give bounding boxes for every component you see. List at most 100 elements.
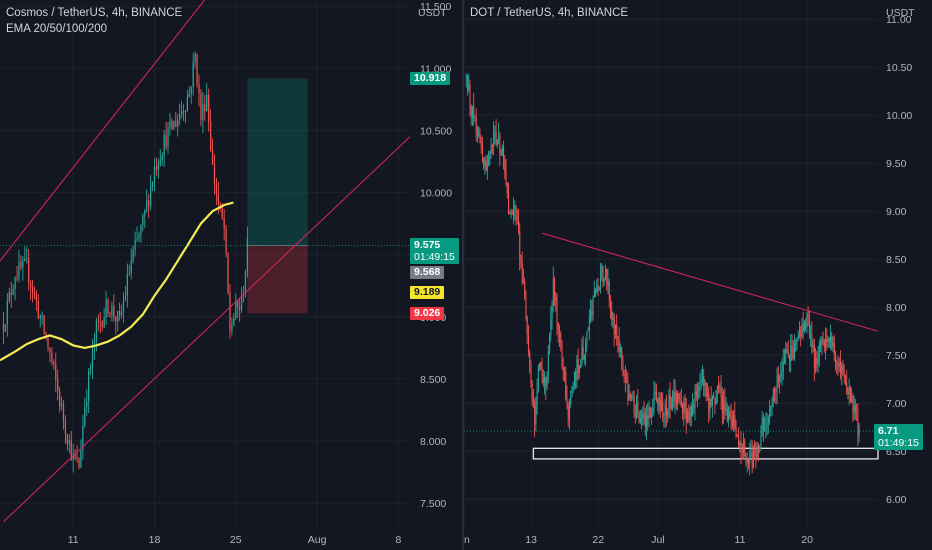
candle-body [802,323,804,331]
candle-body [725,408,727,410]
candle-body [575,371,577,381]
candle [475,108,477,142]
candle [705,381,707,402]
candle-body [60,403,63,407]
candle [8,287,10,304]
candle [494,125,496,145]
candle-body [477,133,479,136]
candle-body [109,313,111,315]
candle-body [649,407,651,418]
panel-divider[interactable] [462,0,464,550]
candle [190,86,192,104]
candle [827,335,829,348]
chart-symbol-title[interactable]: DOT / TetherUS, 4h, BINANCE [470,7,629,19]
candle-body [565,372,567,399]
channel-lower-line [3,136,411,523]
candle [111,301,113,322]
candle-body [784,355,786,362]
candle [82,415,84,460]
candle [26,246,28,264]
stop-loss-zone [247,245,308,314]
candle [637,389,639,418]
y-tick-label: 7.00 [886,398,907,410]
candle [84,397,86,428]
candle-body [561,342,563,368]
candle-body [684,402,686,408]
candle-body [731,418,733,427]
candle [126,263,129,308]
candle [593,280,595,298]
candle [581,338,583,368]
candle-body [761,418,763,435]
candle [105,291,107,325]
y-tick-label: 8.50 [886,254,907,266]
candle [41,311,43,325]
candle-body [627,383,629,401]
candle-body [803,322,805,331]
candle [480,135,482,154]
candle-body [647,415,649,418]
atom-chart-panel[interactable]: 11.50011.00010.50010.0009.5009.0008.5008… [0,0,462,550]
candle [821,335,823,355]
candle-body [95,320,98,342]
candle-body [153,166,156,182]
atom-chart-canvas[interactable]: 11.50011.00010.50010.0009.5009.0008.5008… [0,0,462,550]
countdown-timer: 01:49:15 [414,251,455,264]
candle-body [662,401,664,416]
candle [88,367,90,414]
candle-body [221,205,223,218]
candle-body [126,274,129,296]
candle [665,394,667,428]
candle-body [473,105,475,119]
candle [559,324,561,347]
candle-body [741,451,743,453]
candle-body [516,217,518,220]
candle-body [111,305,113,315]
candle-body [239,306,241,310]
y-tick-label: 7.50 [886,350,907,362]
candle-body [652,408,654,413]
candle [570,390,572,408]
candle [646,404,648,441]
candle [4,324,7,333]
candle [120,304,123,319]
candle-body [562,367,564,372]
candle [643,400,645,426]
candle [491,143,493,155]
candle [51,347,53,366]
candle [750,439,752,458]
candle [751,440,753,474]
candle [194,51,196,69]
dot-chart-panel[interactable]: 11.00 10.50 10.00 9.50 9.00 8.50 8.00 7.50 7.00 6… [464,0,932,550]
candle [496,138,498,149]
candle-body [20,262,22,268]
candle-body [244,271,247,294]
candle [35,289,38,311]
candle [184,109,187,123]
candle-body [595,289,597,292]
candle-body [525,298,527,317]
candle [80,439,82,469]
candle-body [510,212,512,214]
candle [677,390,679,411]
ema-indicator-legend[interactable]: EMA 20/50/100/200 [6,23,108,35]
candle-body [495,132,497,145]
candle [817,345,819,374]
candle [530,360,532,388]
dot-chart-canvas[interactable]: 11.00 10.50 10.00 9.50 9.00 8.50 8.00 7.50 7.00 6… [464,0,932,550]
candle [621,346,623,371]
candle-body [536,388,538,404]
candle-body [159,160,161,165]
candle-body [213,164,216,184]
candle-body [47,338,49,349]
resistance-trendline [542,232,879,332]
candle [564,366,566,383]
candle-body [748,460,750,464]
candle [537,364,539,393]
candle-body [672,391,674,408]
candle-body [33,292,36,294]
candle-body [504,159,506,173]
chart-symbol-title[interactable]: Cosmos / TetherUS, 4h, BINANCE [6,7,183,19]
candle [521,251,523,285]
candle-body [685,407,687,422]
